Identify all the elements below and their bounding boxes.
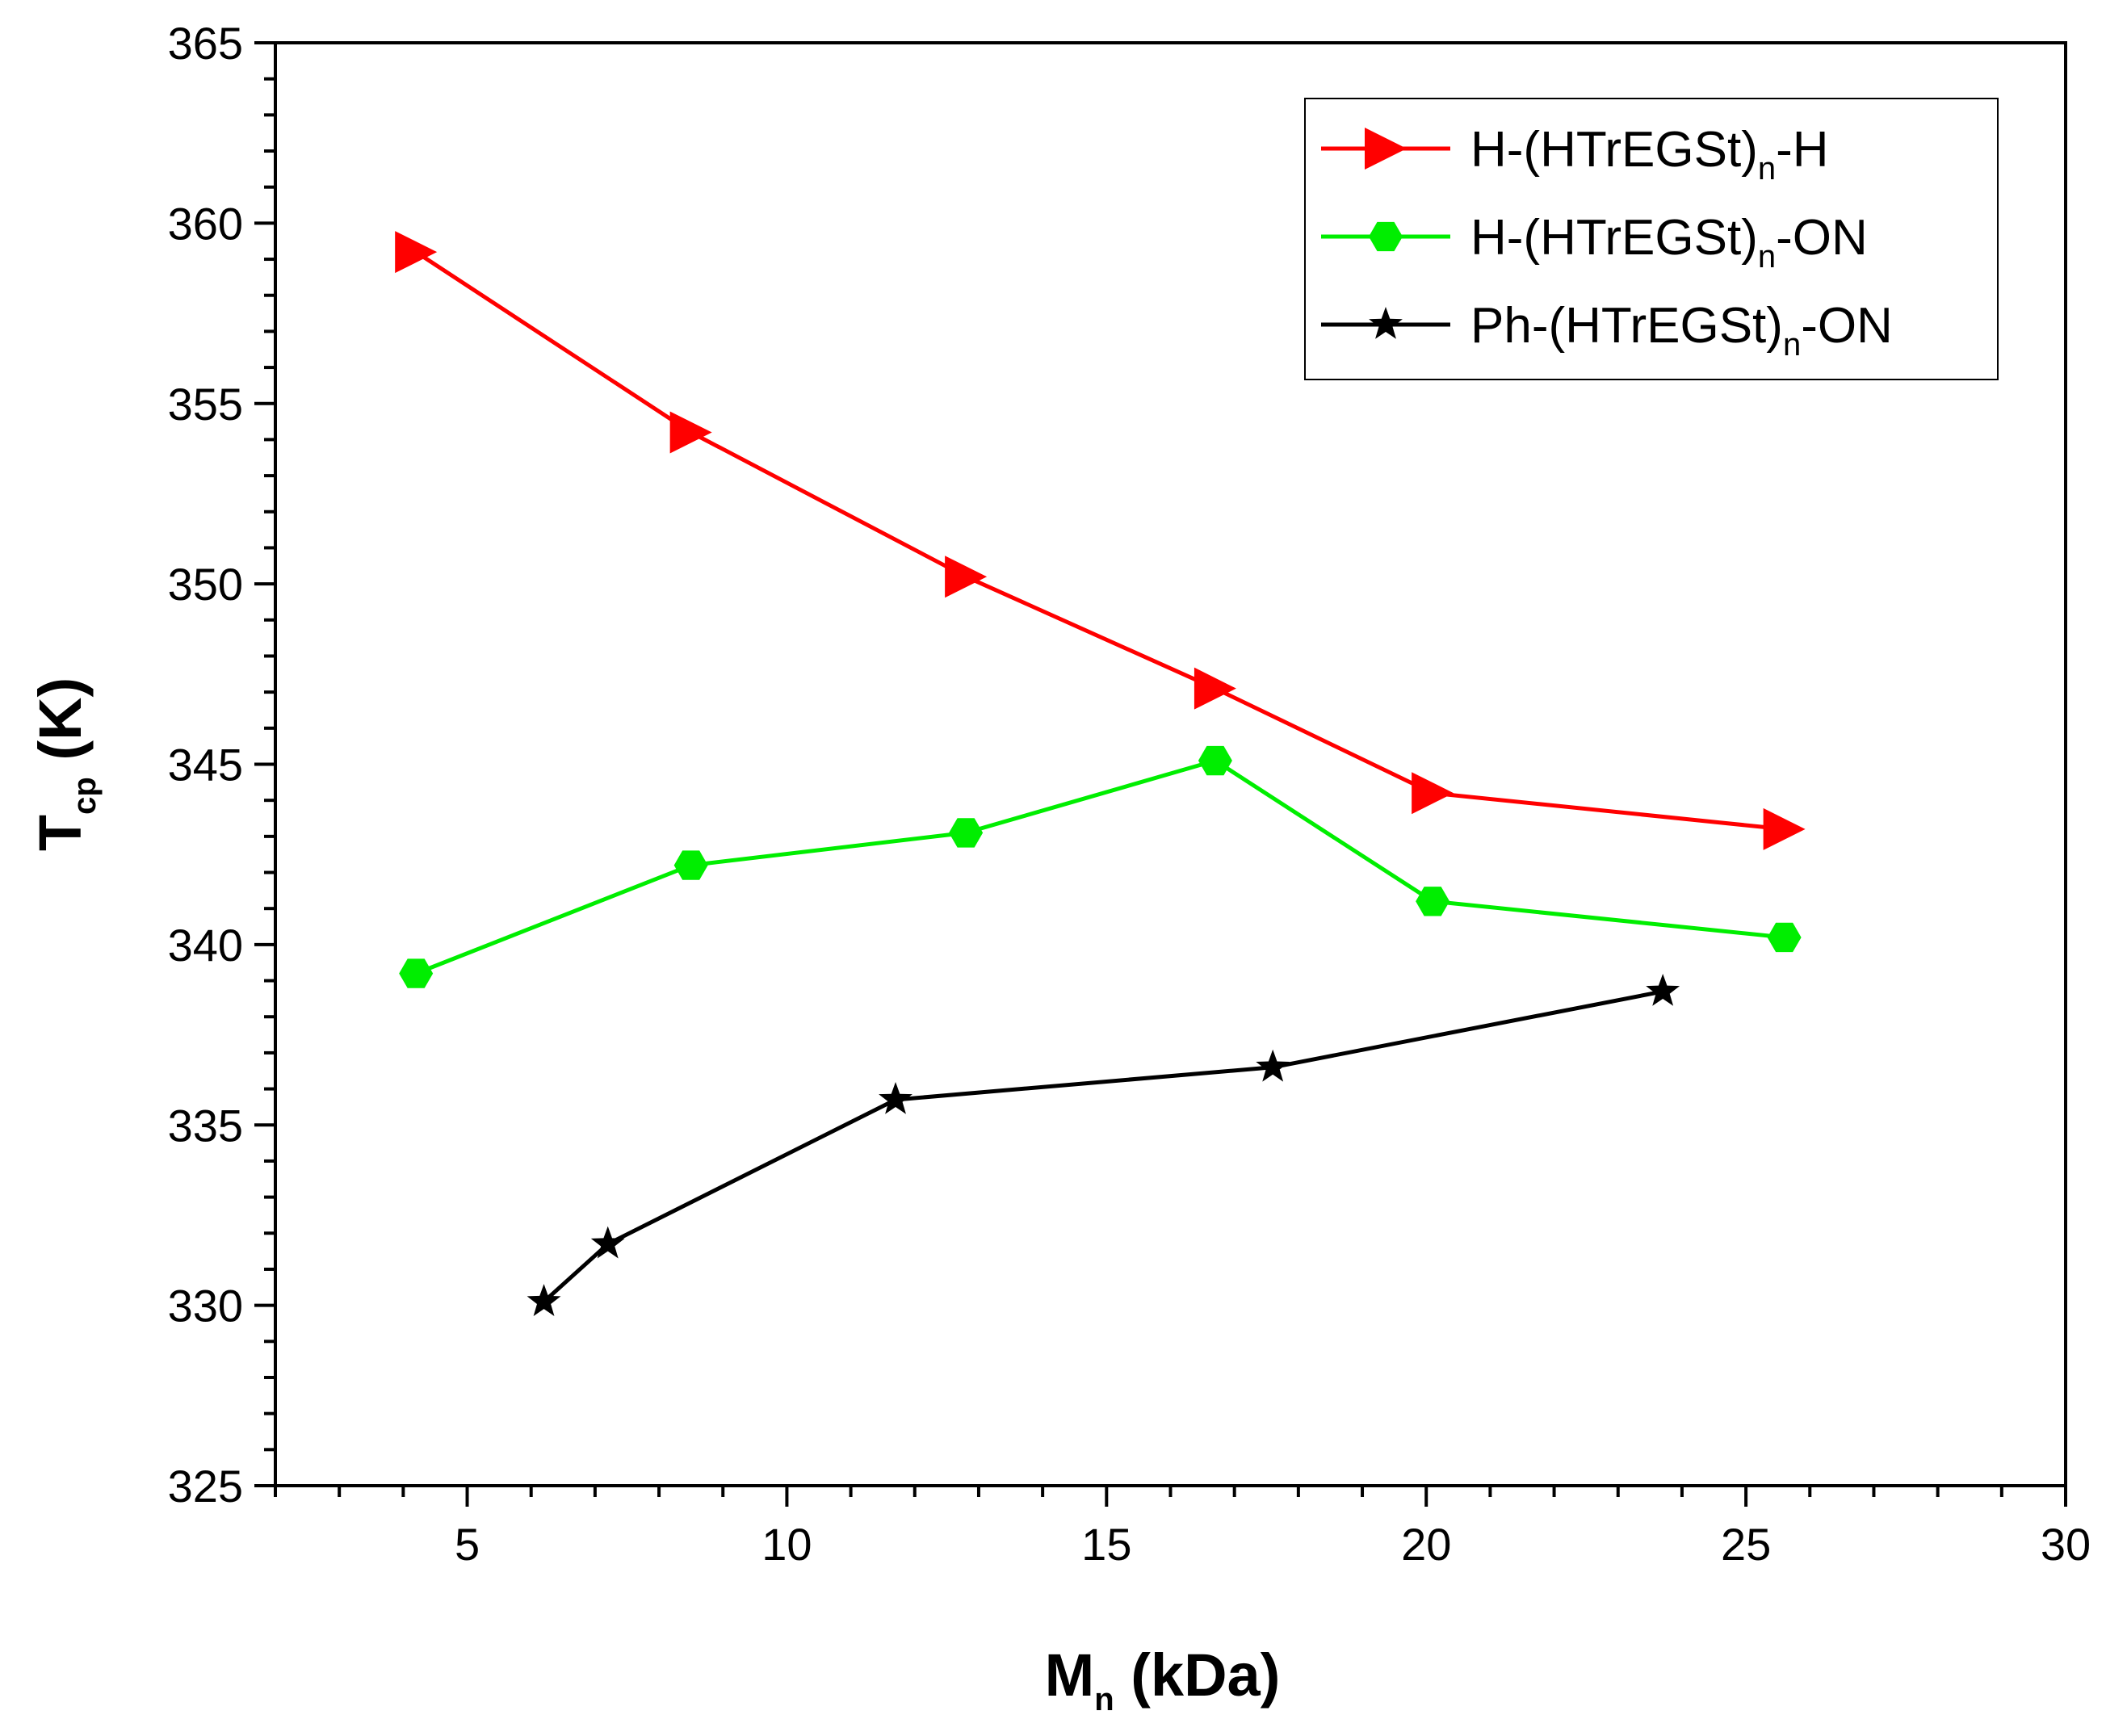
y-axis-title: Tcp (K): [27, 677, 103, 851]
y-tick-label: 340: [168, 920, 243, 971]
legend-swatch-marker: [1369, 221, 1403, 252]
plot-layer: [395, 231, 1806, 1316]
series-2-point: [1416, 887, 1450, 916]
series-2-point: [399, 958, 434, 988]
series-1-point: [669, 411, 712, 454]
axes-layer: 5 10 15 20 25 30 325 330 335 340 345 350 355 360 365 Mn…: [27, 18, 2091, 1717]
x-tick-label: 20: [1401, 1519, 1451, 1570]
series-3-point: [590, 1226, 625, 1259]
series-3-point: [1256, 1049, 1290, 1082]
legend-box: [1304, 98, 1999, 380]
legend-label: H-(HTrEGSt)n-H: [1470, 122, 1829, 187]
series-2-point: [949, 818, 984, 848]
series-3-point: [1646, 973, 1680, 1006]
y-tick-label: 335: [168, 1100, 243, 1151]
y-tick-label: 345: [168, 740, 243, 790]
x-tick-label: 10: [761, 1519, 812, 1570]
series-1-point: [1763, 807, 1806, 850]
series-2-point: [1198, 745, 1232, 776]
y-tick-label: 350: [168, 559, 243, 610]
x-tick-label: 5: [455, 1519, 480, 1570]
y-tick-label: 325: [168, 1461, 243, 1512]
series-2: [399, 745, 1802, 988]
series-1-point: [395, 231, 438, 274]
y-tick-label: 360: [168, 198, 243, 249]
x-tick-label: 15: [1081, 1519, 1131, 1570]
series-2-line: [415, 758, 1785, 975]
series-1-line: [414, 250, 1785, 832]
x-axis-title: Mn (kDa): [1045, 1642, 1281, 1717]
y-tick-label: 355: [168, 379, 243, 430]
series-3: [526, 973, 1680, 1316]
series-2-point: [673, 850, 708, 880]
series-1: [395, 231, 1806, 850]
legend-label: H-(HTrEGSt)n-ON: [1470, 210, 1868, 275]
series-2-point: [1767, 922, 1802, 953]
y-tick-label: 330: [168, 1281, 243, 1331]
series-1-point: [945, 556, 988, 598]
series-1-point: [1412, 772, 1454, 815]
y-tick-label: 365: [168, 18, 243, 69]
legend-swatch-marker: [1369, 307, 1403, 339]
legend-swatch-marker: [1365, 128, 1407, 170]
legend-label: Ph-(HTrEGSt)n-ON: [1470, 298, 1893, 363]
legend: H-(HTrEGSt)n-H H-(HTrEGSt)n-ON Ph-(HTrEGSt…: [1304, 98, 1999, 380]
series-3-point: [879, 1081, 912, 1114]
x-tick-label: 25: [1721, 1519, 1771, 1570]
x-tick-label: 30: [2041, 1519, 2091, 1570]
series-1-point: [1194, 667, 1236, 710]
series-3-point: [526, 1284, 561, 1316]
